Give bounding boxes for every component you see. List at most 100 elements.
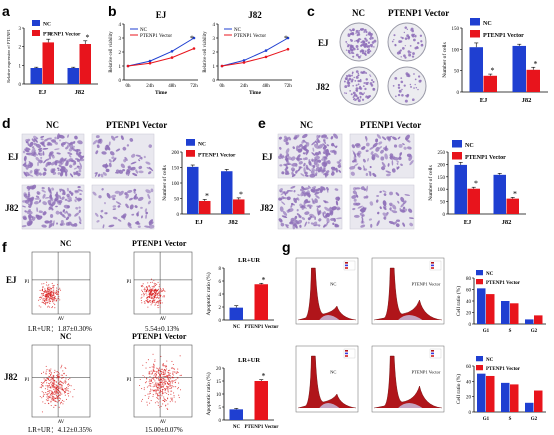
event-dot xyxy=(145,300,147,302)
stained-cell xyxy=(22,162,27,166)
event-dot xyxy=(167,384,170,386)
gate-legend-swatch xyxy=(431,350,434,352)
event-dot xyxy=(148,381,150,383)
event-dot xyxy=(56,374,58,377)
event-dot xyxy=(62,374,64,376)
event-dot xyxy=(67,393,69,395)
stained-cell xyxy=(111,156,115,159)
stained-cell xyxy=(66,159,71,163)
stained-cell xyxy=(312,147,315,152)
series-line xyxy=(127,48,195,67)
event-dot xyxy=(154,285,157,287)
event-dot xyxy=(64,381,66,383)
stained-cell xyxy=(22,205,26,208)
bar xyxy=(454,164,467,214)
event-dot xyxy=(153,285,155,287)
event-dot xyxy=(53,381,55,383)
event-dot xyxy=(153,290,155,292)
event-dot xyxy=(49,381,52,383)
event-dot xyxy=(54,383,56,385)
stained-cell xyxy=(144,208,148,213)
event-dot xyxy=(52,293,54,295)
stained-cell xyxy=(95,212,99,217)
colony xyxy=(406,28,409,30)
legend-swatch-pt xyxy=(32,30,40,36)
colony xyxy=(371,79,374,82)
stained-cell xyxy=(95,150,99,155)
category-label: J82 xyxy=(228,219,238,226)
event-dot xyxy=(48,395,50,397)
event-dot xyxy=(48,369,50,371)
event-dot xyxy=(59,383,62,385)
event-dot xyxy=(47,305,49,307)
stained-cell xyxy=(315,195,320,199)
event-dot xyxy=(170,380,172,382)
event-dot xyxy=(48,375,50,377)
event-dot xyxy=(49,387,52,389)
panel-d-pt-label: PTENP1 Vector xyxy=(106,120,167,130)
event-dot xyxy=(57,396,59,398)
event-dot xyxy=(45,294,47,296)
event-dot xyxy=(161,380,163,382)
colony xyxy=(392,84,395,87)
stained-cell xyxy=(333,218,336,222)
stained-cell xyxy=(49,191,52,196)
colony xyxy=(413,38,416,42)
event-dot xyxy=(57,389,59,391)
event-dot xyxy=(51,296,54,298)
y-tick-label: 15 xyxy=(216,380,222,385)
stained-cell xyxy=(60,167,64,172)
colony xyxy=(359,38,362,40)
event-dot xyxy=(171,367,173,369)
stained-cell xyxy=(65,146,69,150)
event-dot xyxy=(47,293,49,295)
y-tick-label: 4 xyxy=(213,23,216,28)
event-dot xyxy=(164,392,166,394)
stained-cell xyxy=(365,142,370,147)
event-dot xyxy=(61,382,63,384)
event-dot xyxy=(153,384,155,386)
colony xyxy=(343,80,346,83)
colony xyxy=(349,32,353,36)
event-dot xyxy=(41,301,43,303)
event-dot xyxy=(142,286,144,288)
stained-cell xyxy=(77,172,81,177)
stained-cell xyxy=(115,148,121,152)
stained-cell xyxy=(112,157,117,162)
colony xyxy=(345,92,348,95)
event-dot xyxy=(157,372,159,374)
event-dot xyxy=(50,392,53,395)
event-dot xyxy=(157,302,159,304)
stained-cell xyxy=(112,216,118,220)
stained-cell xyxy=(350,171,355,176)
stained-cell xyxy=(132,173,138,177)
category-label: EJ xyxy=(480,97,488,104)
event-dot xyxy=(160,373,162,376)
panel-letter-g: g xyxy=(282,239,291,255)
event-dot xyxy=(58,377,60,379)
event-dot xyxy=(54,400,56,403)
event-dot xyxy=(145,367,147,369)
legend-label-pt: PTENP1 Vector xyxy=(43,32,81,38)
event-dot xyxy=(155,384,157,386)
stained-cell xyxy=(64,171,68,177)
panel-e-nc-label: NC xyxy=(300,120,313,130)
legend-label-pt: PTENP1 Vector xyxy=(465,155,506,161)
event-dot xyxy=(43,299,45,301)
stained-cell xyxy=(55,210,60,215)
event-dot xyxy=(53,385,55,387)
event-dot xyxy=(149,371,151,373)
y-tick-label: 40 xyxy=(466,300,472,305)
stained-cell xyxy=(293,197,297,204)
colony xyxy=(367,33,370,36)
event-dot xyxy=(52,379,54,381)
stained-cell xyxy=(79,155,85,160)
stained-cell xyxy=(38,147,43,151)
stained-cell xyxy=(312,200,316,205)
event-dot xyxy=(146,290,148,292)
event-dot xyxy=(152,295,154,297)
y-axis-label: PI xyxy=(25,378,30,383)
stained-cell xyxy=(29,170,33,174)
event-dot xyxy=(54,390,56,392)
stained-cell xyxy=(138,170,144,174)
